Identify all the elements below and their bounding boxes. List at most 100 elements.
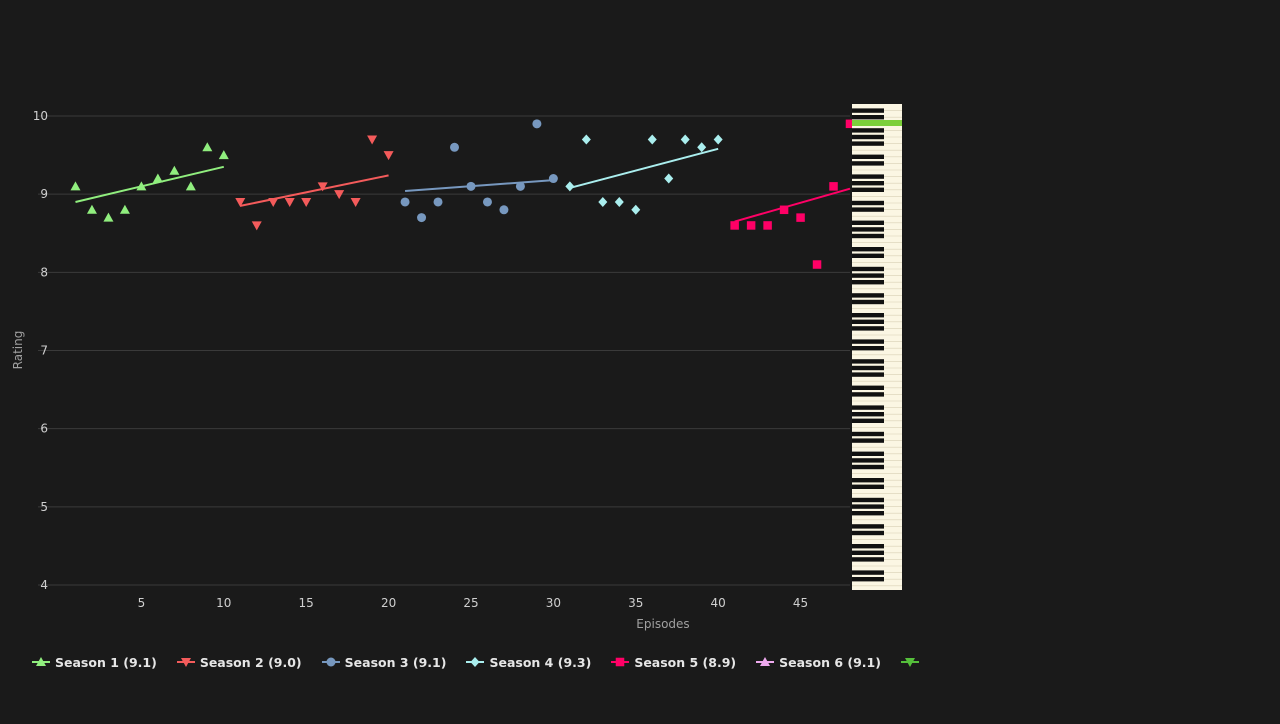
data-point[interactable]	[680, 134, 690, 145]
data-point[interactable]	[400, 197, 410, 207]
piano-black-key	[852, 577, 884, 582]
data-point[interactable]	[647, 134, 657, 145]
data-point[interactable]	[433, 197, 443, 207]
data-point[interactable]	[812, 260, 822, 269]
data-point[interactable]	[482, 197, 492, 207]
legend-item[interactable]	[900, 656, 924, 668]
data-point[interactable]	[730, 221, 739, 230]
data-point[interactable]	[70, 181, 81, 191]
data-point[interactable]	[713, 134, 723, 145]
legend-item[interactable]: Season 1 (9.1)	[32, 655, 157, 670]
data-point[interactable]	[185, 181, 196, 191]
y-tick-label: 8	[40, 265, 48, 279]
data-point[interactable]	[581, 134, 591, 145]
legend-marker-icon	[32, 657, 50, 666]
piano-black-key	[852, 273, 884, 278]
data-point[interactable]	[779, 205, 789, 215]
data-point[interactable]	[829, 182, 838, 191]
data-point[interactable]	[202, 142, 213, 152]
y-tick-label: 10	[33, 109, 48, 123]
data-point[interactable]	[796, 213, 805, 222]
piano-black-key	[852, 293, 884, 298]
piano-black-key	[852, 484, 884, 489]
piano-black-key	[852, 227, 884, 232]
piano-black-key	[852, 154, 884, 159]
legend-label: Season 5 (8.9)	[634, 654, 737, 670]
y-axis-ticks: 4 5 6 7 8 9 10	[33, 109, 48, 592]
data-point[interactable]	[367, 135, 378, 145]
legend-marker-icon	[611, 657, 630, 667]
legend-item[interactable]: Season 3 (9.1)	[321, 654, 447, 670]
piano-black-key	[852, 174, 884, 179]
data-point[interactable]	[169, 165, 180, 175]
legend-item[interactable]: Season 2 (9.0)	[176, 655, 302, 670]
data-point[interactable]	[235, 197, 246, 207]
piano-black-key	[852, 524, 884, 529]
data-point[interactable]	[598, 196, 608, 207]
x-axis-label: Episodes	[636, 617, 689, 631]
legend-label: Season 6 (9.1)	[779, 654, 881, 670]
x-tick-label: 25	[463, 596, 478, 610]
legend-item[interactable]: Season 5 (8.9)	[611, 655, 736, 670]
trend-line	[404, 179, 554, 193]
legend-label: Season 3 (9.1)	[344, 654, 447, 670]
piano-black-key	[852, 438, 884, 443]
data-point[interactable]	[251, 221, 262, 231]
data-point[interactable]	[284, 197, 295, 207]
piano-black-key	[852, 392, 884, 397]
data-point[interactable]	[664, 173, 674, 184]
data-point[interactable]	[614, 196, 624, 207]
data-point[interactable]	[301, 197, 312, 207]
data-point[interactable]	[383, 151, 394, 161]
data-point[interactable]	[136, 181, 147, 191]
data-point[interactable]	[86, 204, 97, 214]
data-point[interactable]	[697, 142, 707, 153]
data-point[interactable]	[565, 181, 575, 192]
y-axis-label: Rating	[11, 331, 25, 370]
data-point[interactable]	[499, 205, 509, 215]
piano-black-key	[852, 141, 884, 146]
data-point[interactable]	[268, 197, 279, 207]
piano-black-key	[852, 464, 884, 470]
piano-black-key	[852, 405, 884, 410]
piano-black-key	[852, 326, 884, 331]
piano-black-key	[852, 372, 884, 377]
x-tick-label: 5	[138, 596, 146, 610]
piano-black-key	[852, 346, 884, 351]
legend-label: Season 1 (9.1)	[55, 654, 157, 670]
data-point[interactable]	[103, 212, 114, 222]
piano-black-key	[852, 557, 884, 562]
x-tick-label: 40	[711, 596, 726, 610]
piano-black-key	[852, 161, 884, 166]
piano-black-key	[852, 187, 884, 192]
data-point[interactable]	[317, 182, 328, 192]
y-tick-label: 7	[40, 344, 48, 358]
legend: Season 1 (9.1) Season 2 (9.0) Season 3 (9.…	[32, 652, 924, 672]
data-point[interactable]	[746, 221, 756, 230]
data-point[interactable]	[152, 173, 163, 183]
data-point[interactable]	[334, 190, 345, 200]
data-point[interactable]	[119, 204, 130, 214]
piano-black-key	[852, 570, 884, 575]
data-point[interactable]	[466, 181, 476, 191]
data-point[interactable]	[350, 197, 361, 207]
trend-line	[734, 187, 851, 223]
piano-black-key	[852, 134, 884, 140]
piano-black-key	[852, 128, 884, 133]
piano-black-key	[852, 550, 884, 555]
data-point[interactable]	[763, 221, 772, 230]
data-point[interactable]	[417, 213, 427, 223]
data-point[interactable]	[548, 174, 558, 184]
data-point[interactable]	[515, 181, 525, 191]
piano-black-key	[852, 220, 884, 225]
data-point[interactable]	[218, 150, 229, 160]
legend-label: Season 4 (9.3)	[489, 654, 592, 670]
data-point[interactable]	[450, 142, 459, 152]
data-point[interactable]	[631, 204, 641, 215]
legend-item[interactable]: Season 6 (9.1)	[756, 655, 881, 670]
piano-black-key	[852, 181, 884, 186]
legend-item[interactable]: Season 4 (9.3)	[466, 655, 591, 670]
data-point[interactable]	[532, 119, 542, 129]
data-point[interactable]	[845, 119, 855, 129]
